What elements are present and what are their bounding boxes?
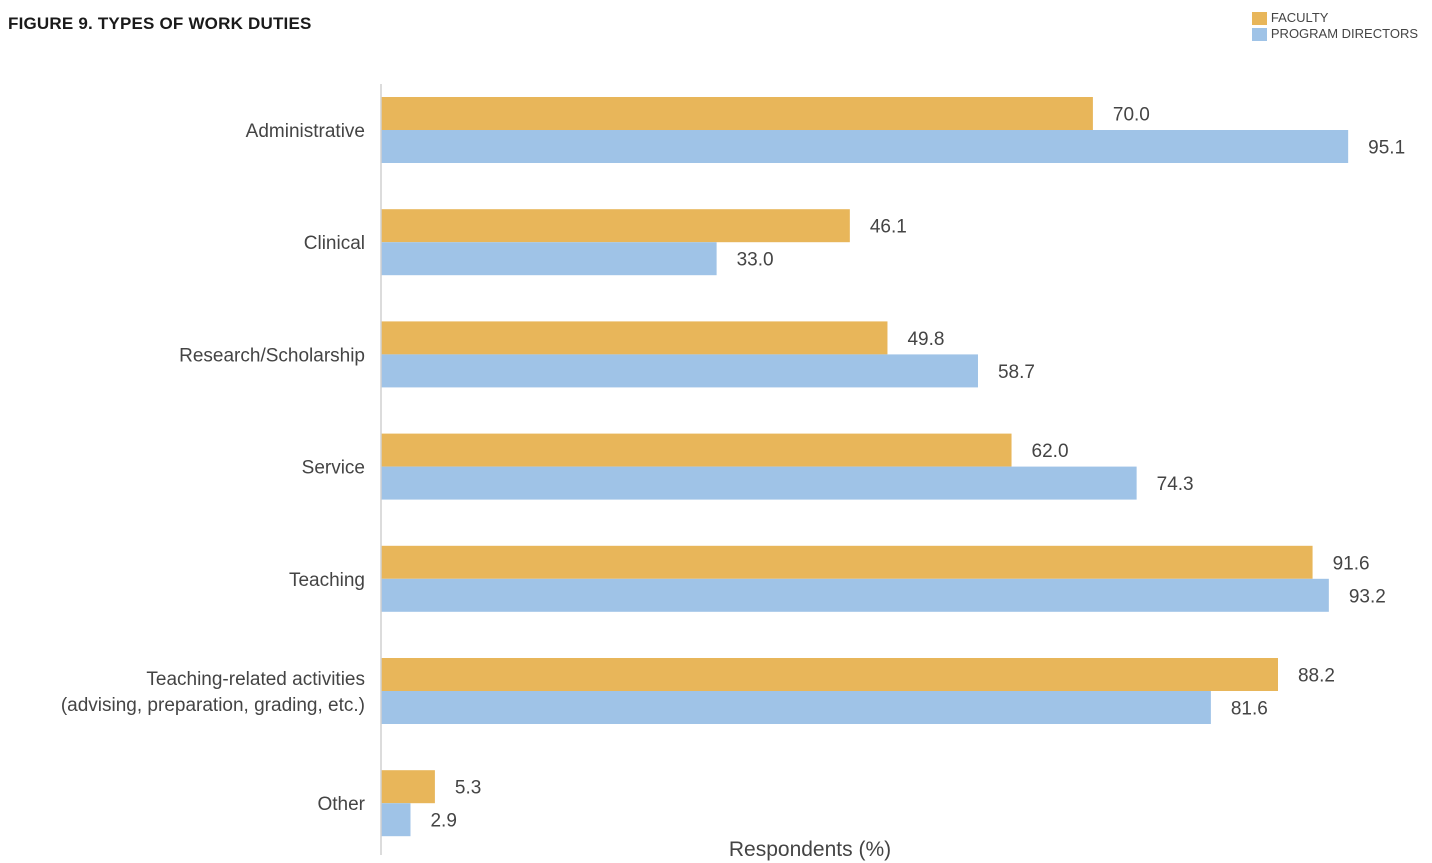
value-label-clinical-program-directors: 33.0	[737, 250, 774, 271]
bar-research-scholarship-faculty	[381, 321, 888, 355]
legend-label-program-directors: PROGRAM DIRECTORS	[1270, 26, 1418, 41]
value-label-clinical-faculty: 46.1	[870, 217, 907, 238]
bar-administrative-program-directors	[381, 130, 1349, 163]
category-label-teaching: Teaching	[289, 570, 365, 591]
bar-clinical-faculty	[381, 209, 850, 243]
value-label-administrative-faculty: 70.0	[1113, 105, 1150, 126]
legend-swatch-program-directors	[1251, 27, 1267, 41]
bar-service-program-directors	[381, 466, 1137, 500]
bar-teaching-related-activities-faculty	[381, 658, 1278, 691]
value-label-service-faculty: 62.0	[1032, 441, 1069, 462]
value-label-teaching-faculty: 91.6	[1333, 553, 1370, 574]
value-label-other-faculty: 5.3	[455, 778, 481, 799]
category-label-clinical: Clinical	[304, 233, 365, 254]
value-label-service-program-directors: 74.3	[1157, 474, 1194, 495]
value-label-teaching-related-activities-program-directors: 81.6	[1231, 699, 1268, 720]
bar-other-faculty	[381, 770, 435, 804]
bar-administrative-faculty	[381, 97, 1093, 130]
bar-service-faculty	[381, 433, 1012, 467]
value-label-teaching-program-directors: 93.2	[1349, 586, 1386, 607]
x-axis-label: Respondents (%)	[729, 838, 891, 861]
legend-item-faculty: FACULTY	[1251, 10, 1418, 26]
category-label-teaching-related-activities-line-2: (advising, preparation, grading, etc.)	[61, 695, 365, 716]
legend-label-faculty: FACULTY	[1270, 10, 1329, 25]
category-label-research-scholarship: Research/Scholarship	[179, 345, 365, 366]
value-label-administrative-program-directors: 95.1	[1368, 138, 1405, 159]
value-label-research-scholarship-program-directors: 58.7	[998, 362, 1035, 383]
category-label-administrative: Administrative	[246, 121, 365, 142]
legend-swatch-faculty	[1251, 11, 1267, 25]
bar-teaching-related-activities-program-directors	[381, 691, 1211, 724]
bar-research-scholarship-program-directors	[381, 354, 978, 388]
category-label-other: Other	[317, 794, 365, 815]
bar-other-program-directors	[381, 803, 411, 837]
value-label-research-scholarship-faculty: 49.8	[907, 329, 944, 350]
legend: FACULTY PROGRAM DIRECTORS	[1251, 10, 1418, 42]
category-label-teaching-related-activities-line-1: Teaching-related activities	[146, 669, 365, 690]
value-label-teaching-related-activities-faculty: 88.2	[1298, 666, 1335, 687]
chart-title: FIGURE 9. TYPES OF WORK DUTIES	[8, 14, 312, 33]
bar-clinical-program-directors	[381, 242, 717, 276]
bar-teaching-faculty	[381, 545, 1313, 579]
category-label-service: Service	[302, 458, 365, 479]
legend-item-program-directors: PROGRAM DIRECTORS	[1251, 26, 1418, 42]
bar-teaching-program-directors	[381, 578, 1329, 612]
value-label-other-program-directors: 2.9	[430, 811, 456, 832]
